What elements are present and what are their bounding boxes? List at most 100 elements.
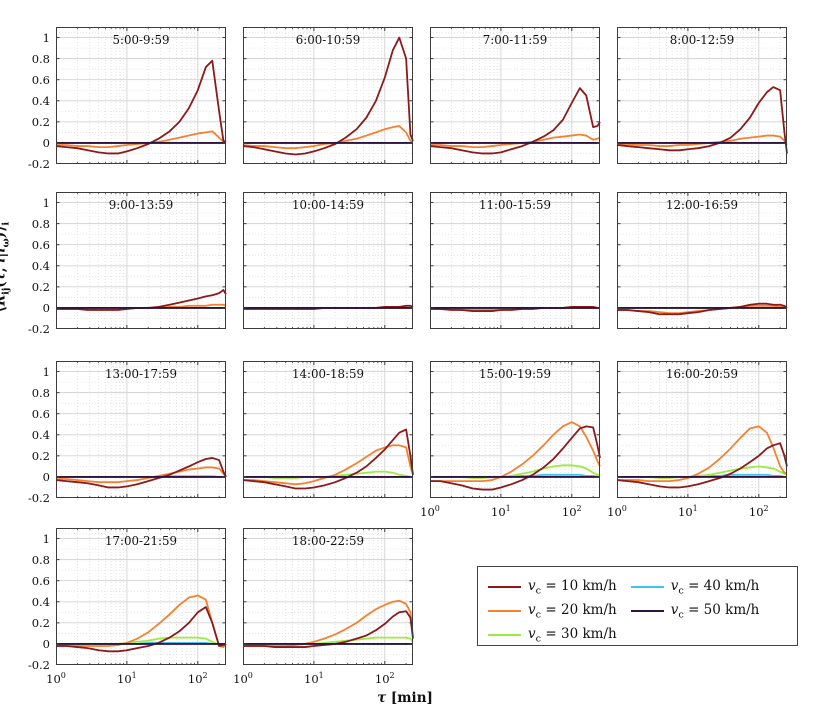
subplot-panel: 15:00-19:59 bbox=[430, 361, 601, 498]
legend-label: vc = 30 km/h bbox=[528, 625, 617, 645]
subplot-title: 13:00-17:59 bbox=[105, 367, 177, 381]
subplot-canvas bbox=[616, 27, 788, 164]
series-line-30kmh bbox=[243, 470, 413, 479]
series-line-20kmh bbox=[56, 594, 227, 648]
subplot-canvas bbox=[56, 192, 227, 329]
series-line-10kmh bbox=[430, 425, 601, 491]
subplot-canvas bbox=[242, 27, 414, 164]
subplot-title: 6:00-10:59 bbox=[295, 33, 361, 47]
subplot-title: 11:00-15:59 bbox=[479, 198, 551, 212]
y-tick-label: 0 bbox=[42, 636, 50, 651]
legend-box: vc = 10 km/h vc = 20 km/h vc = 30 km/h vc … bbox=[477, 566, 798, 646]
subplot-title: 12:00-16:59 bbox=[666, 198, 738, 212]
series-line-30kmh bbox=[243, 636, 414, 645]
series-line-20kmh bbox=[617, 134, 788, 147]
subplot-panel: 8:00-12:59 bbox=[616, 27, 788, 164]
subplot-title: 8:00-12:59 bbox=[669, 33, 735, 47]
subplot-title: 16:00-20:59 bbox=[666, 367, 738, 381]
series-line-10kmh bbox=[243, 610, 414, 648]
legend-label: vc = 10 km/h bbox=[528, 577, 617, 597]
y-tick-label: 0.2 bbox=[31, 279, 50, 294]
series-line-20kmh bbox=[430, 421, 601, 483]
y-tick-label: -0.2 bbox=[27, 658, 50, 672]
series-line-10kmh bbox=[55, 457, 227, 489]
y-tick-label: 0.2 bbox=[31, 448, 50, 463]
y-tick-label: 0.8 bbox=[31, 51, 50, 66]
y-tick-label: 1 bbox=[42, 195, 50, 210]
x-tick-label: 102 bbox=[187, 671, 208, 686]
legend-line-swatch bbox=[630, 610, 664, 612]
legend-line-swatch bbox=[488, 634, 521, 636]
subplot-panel: 18:00-22:59 bbox=[243, 528, 414, 665]
subplot-title: 17:00-21:59 bbox=[105, 534, 177, 548]
series-line-10kmh bbox=[616, 86, 788, 154]
x-tick-label: 100 bbox=[420, 504, 440, 519]
subplot-title: 5:00-9:59 bbox=[112, 33, 170, 47]
y-tick-label: -0.2 bbox=[27, 491, 50, 505]
x-tick-label: 101 bbox=[678, 504, 698, 519]
subplot-canvas bbox=[242, 361, 414, 498]
subplot-panel: 6:00-10:59 bbox=[242, 27, 414, 164]
legend-item: vc = 50 km/h bbox=[630, 599, 760, 623]
series-line-10kmh bbox=[616, 442, 788, 489]
subplot-title: 9:00-13:59 bbox=[108, 198, 174, 212]
series-line-20kmh bbox=[56, 466, 227, 484]
legend-item: vc = 30 km/h bbox=[488, 623, 617, 647]
axes-border bbox=[243, 361, 413, 498]
subplot-canvas bbox=[430, 361, 601, 498]
subplot-canvas bbox=[243, 528, 414, 665]
x-tick-label: 101 bbox=[117, 671, 137, 686]
subplot-panel: 12:00-16:59 bbox=[617, 192, 788, 329]
axes-border bbox=[243, 27, 413, 164]
series-line-20kmh bbox=[430, 133, 601, 149]
x-tick-label: 101 bbox=[491, 504, 511, 519]
subplot-canvas bbox=[55, 27, 227, 164]
y-tick-label: 0 bbox=[42, 135, 50, 150]
y-tick-label: 0.4 bbox=[31, 258, 50, 273]
subplot-panel: 9:00-13:59 bbox=[56, 192, 227, 329]
y-tick-label: -0.2 bbox=[27, 322, 50, 336]
y-tick-label: 0.6 bbox=[31, 237, 50, 252]
series-line-20kmh bbox=[56, 130, 227, 149]
y-tick-label: 0.8 bbox=[31, 216, 50, 231]
legend-line-swatch bbox=[488, 586, 521, 588]
x-axis-label: τ [min] bbox=[377, 690, 433, 706]
y-tick-label: 1 bbox=[42, 531, 50, 546]
axes-border bbox=[56, 27, 226, 164]
legend-column-right: vc = 40 km/h vc = 50 km/h bbox=[630, 575, 760, 623]
y-tick-label: 0 bbox=[42, 469, 50, 484]
axes-border bbox=[56, 192, 226, 329]
axes-border bbox=[430, 361, 600, 498]
subplot-panel: 14:00-18:59 bbox=[242, 361, 414, 498]
subplot-canvas bbox=[430, 192, 600, 329]
subplot-panel: 10:00-14:59 bbox=[243, 192, 414, 329]
axes-border bbox=[56, 528, 226, 665]
legend-line-swatch bbox=[488, 610, 521, 612]
x-tick-label: 100 bbox=[46, 671, 66, 686]
series-line-20kmh bbox=[242, 125, 414, 150]
subplot-title: 7:00-11:59 bbox=[482, 33, 548, 47]
subplot-canvas bbox=[56, 528, 227, 665]
series-line-10kmh bbox=[242, 428, 414, 490]
series-line-10kmh bbox=[429, 87, 601, 155]
y-tick-label: -0.2 bbox=[27, 157, 50, 171]
y-tick-label: 0.4 bbox=[31, 93, 50, 108]
legend-label: vc = 50 km/h bbox=[670, 601, 760, 621]
subplot-panel: 17:00-21:59 bbox=[56, 528, 227, 665]
y-axis-label: ⟨Rij(τ, l|lω)⟩i bbox=[0, 221, 12, 312]
y-tick-label: 0.8 bbox=[31, 385, 50, 400]
legend-column-left: vc = 10 km/h vc = 20 km/h vc = 30 km/h bbox=[488, 575, 617, 647]
legend-line-swatch bbox=[630, 586, 664, 588]
series-line-10kmh bbox=[430, 305, 600, 312]
y-tick-label: 0 bbox=[42, 300, 50, 315]
subplot-title: 10:00-14:59 bbox=[292, 198, 364, 212]
series-line-10kmh bbox=[242, 36, 414, 156]
series-line-10kmh bbox=[55, 59, 227, 155]
y-tick-label: 0.6 bbox=[31, 573, 50, 588]
subplot-canvas bbox=[617, 192, 788, 329]
x-tick-label: 102 bbox=[561, 504, 582, 519]
legend-item: vc = 40 km/h bbox=[630, 575, 759, 599]
subplot-canvas bbox=[55, 361, 227, 498]
subplot-canvas bbox=[429, 27, 601, 164]
y-tick-label: 0.4 bbox=[31, 594, 50, 609]
